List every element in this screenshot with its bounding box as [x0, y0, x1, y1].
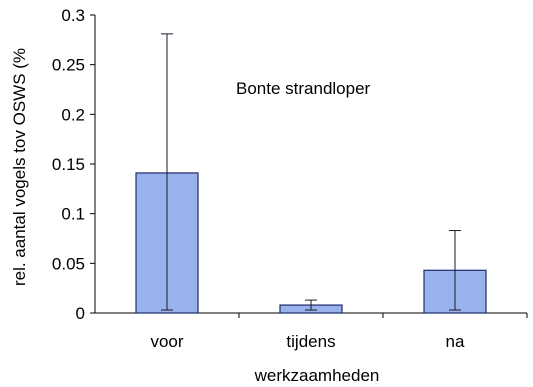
x-axis-label: werkzaamheden [254, 366, 380, 385]
y-tick-label: 0.1 [61, 205, 85, 224]
bars [135, 172, 487, 314]
x-tick-label-voor: voor [150, 332, 183, 351]
x-axis: voor tijdens na [150, 313, 528, 351]
y-tick-label: 0.15 [52, 155, 85, 174]
y-axis: 0 0.05 0.1 0.15 0.2 0.25 0.3 [52, 6, 95, 323]
y-tick-label: 0.25 [52, 56, 85, 75]
y-tick-label: 0.3 [61, 6, 85, 25]
x-tick-label-tijdens: tijdens [286, 332, 335, 351]
y-tick-label: 0.2 [61, 105, 85, 124]
error-bars [161, 33, 461, 311]
x-tick-label-na: na [446, 332, 465, 351]
y-tick-label: 0 [76, 304, 85, 323]
chart-annotation: Bonte strandloper [236, 79, 371, 98]
y-axis-label: rel. aantal vogels tov OSWS (% [10, 48, 29, 286]
y-tick-label: 0.05 [52, 254, 85, 273]
